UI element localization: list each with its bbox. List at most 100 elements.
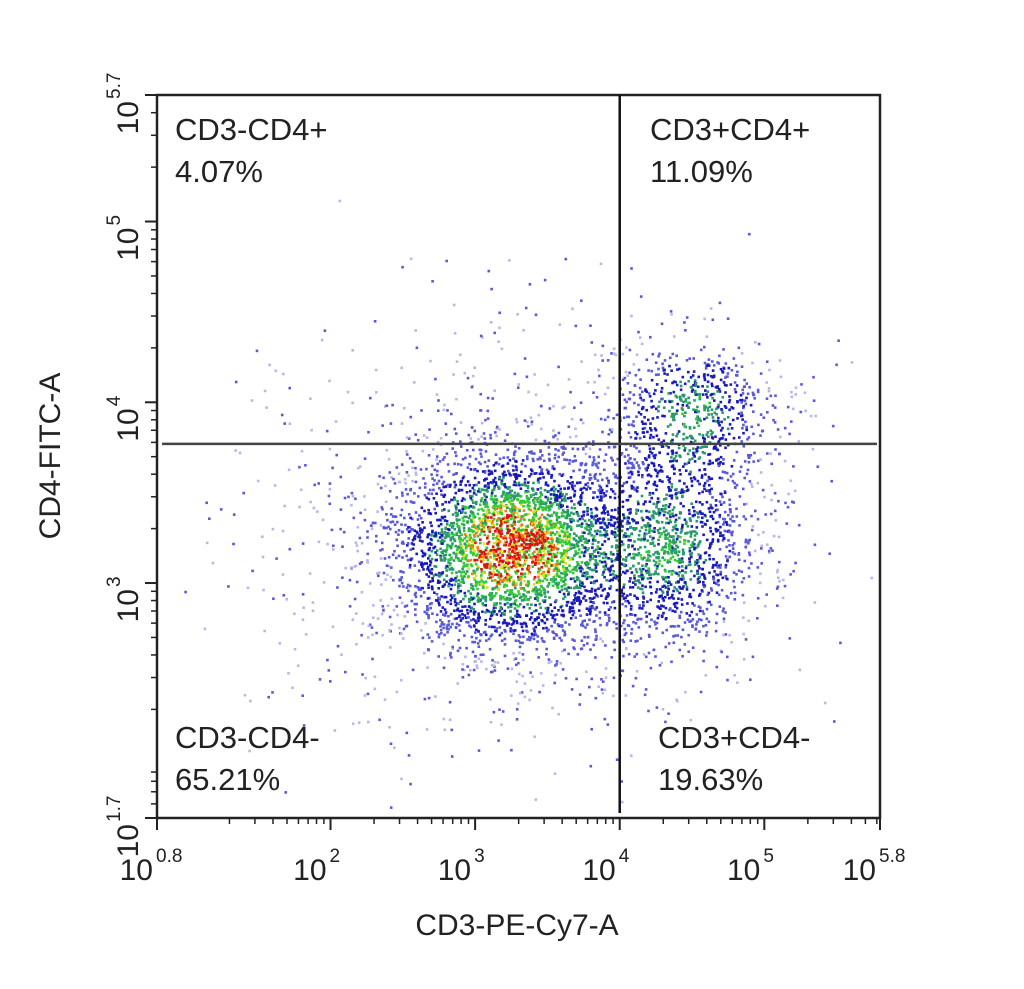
scatter-point: [670, 573, 674, 576]
scatter-point: [645, 532, 648, 536]
scatter-point: [428, 596, 431, 600]
scatter-point: [400, 508, 404, 512]
scatter-point: [588, 525, 591, 529]
scatter-point: [722, 521, 726, 524]
scatter-point: [677, 565, 681, 569]
scatter-point: [532, 588, 536, 591]
scatter-point: [480, 574, 483, 577]
scatter-point: [474, 526, 478, 530]
scatter-point: [567, 593, 570, 596]
scatter-point: [710, 392, 714, 396]
scatter-point: [414, 595, 418, 599]
scatter-point: [659, 469, 663, 472]
scatter-point: [474, 655, 477, 658]
scatter-point: [582, 537, 586, 541]
scatter-point: [373, 675, 377, 679]
scatter-point: [483, 533, 486, 537]
scatter-point: [515, 609, 519, 613]
scatter-point: [636, 553, 639, 557]
scatter-point: [589, 508, 593, 511]
scatter-point: [536, 599, 540, 602]
scatter-point: [754, 341, 757, 344]
scatter-point: [595, 396, 599, 399]
scatter-point: [779, 435, 782, 439]
scatter-point: [721, 576, 725, 580]
scatter-point: [656, 416, 659, 419]
scatter-point: [467, 527, 471, 530]
scatter-point: [603, 508, 606, 511]
scatter-point: [393, 549, 396, 553]
scatter-point: [701, 393, 705, 396]
scatter-point: [531, 634, 534, 637]
scatter-point: [614, 508, 617, 512]
scatter-point: [454, 506, 458, 509]
scatter-point: [648, 524, 652, 527]
scatter-point: [536, 592, 540, 596]
scatter-point: [594, 588, 597, 592]
scatter-point: [515, 466, 518, 470]
scatter-point: [541, 472, 544, 476]
scatter-point: [647, 418, 650, 422]
scatter-point: [683, 542, 686, 545]
scatter-point: [566, 535, 570, 539]
scatter-point: [421, 565, 424, 569]
scatter-point: [558, 501, 562, 504]
scatter-point: [503, 516, 507, 520]
scatter-point: [698, 492, 701, 495]
scatter-point: [464, 506, 467, 509]
scatter-point: [494, 629, 497, 633]
scatter-point: [461, 557, 464, 560]
scatter-point: [705, 364, 708, 367]
scatter-point: [595, 508, 599, 511]
scatter-point: [661, 445, 665, 448]
scatter-point: [457, 525, 461, 528]
scatter-point: [662, 439, 666, 443]
scatter-point: [626, 382, 630, 385]
scatter-point: [678, 395, 682, 399]
scatter-point: [685, 612, 689, 615]
scatter-point: [527, 481, 530, 484]
scatter-point: [363, 508, 367, 511]
scatter-point: [460, 522, 464, 526]
scatter-point: [540, 513, 544, 517]
scatter-point: [458, 518, 461, 522]
scatter-point: [405, 450, 408, 453]
scatter-point: [430, 640, 434, 643]
scatter-point: [657, 521, 660, 524]
scatter-point: [562, 451, 565, 454]
scatter-point: [531, 541, 534, 544]
scatter-point: [512, 537, 515, 541]
scatter-point: [530, 531, 533, 534]
scatter-point: [475, 621, 478, 625]
scatter-point: [528, 638, 532, 642]
scatter-point: [648, 529, 651, 533]
scatter-point: [663, 545, 667, 548]
scatter-point: [381, 633, 384, 637]
scatter-point: [449, 653, 452, 657]
scatter-point: [347, 495, 350, 499]
scatter-point: [583, 635, 586, 639]
scatter-point: [443, 519, 447, 522]
scatter-point: [678, 614, 681, 618]
scatter-point: [743, 559, 747, 563]
scatter-point: [536, 640, 539, 643]
scatter-point: [638, 386, 642, 390]
scatter-point: [724, 376, 727, 379]
scatter-point: [515, 604, 518, 607]
scatter-point: [711, 532, 715, 536]
scatter-point: [773, 491, 777, 495]
scatter-point: [705, 607, 709, 611]
scatter-point: [478, 448, 482, 452]
scatter-point: [415, 552, 418, 556]
scatter-point: [613, 492, 617, 496]
scatter-point: [632, 420, 635, 423]
scatter-point: [539, 540, 542, 543]
scatter-point: [540, 523, 544, 527]
scatter-point: [422, 477, 425, 480]
scatter-point: [400, 581, 404, 585]
scatter-point: [454, 603, 458, 607]
scatter-point: [556, 542, 559, 546]
scatter-point: [496, 512, 500, 516]
scatter-point: [612, 676, 616, 680]
scatter-point: [628, 461, 631, 465]
